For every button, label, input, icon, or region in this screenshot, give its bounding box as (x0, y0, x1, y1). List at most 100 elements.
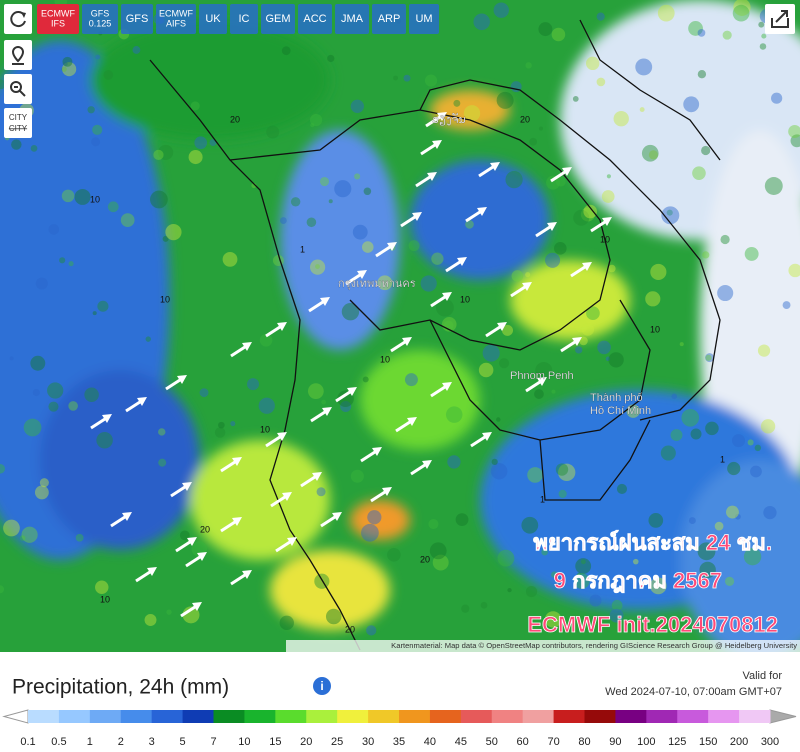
texture-dot (435, 298, 454, 317)
texture-dot (190, 101, 200, 111)
wind-arrow-head (347, 387, 357, 396)
texture-dot (544, 611, 562, 628)
scale-swatch (739, 710, 771, 723)
texture-dot (635, 58, 653, 76)
wind-arrow-head (357, 270, 367, 279)
texture-dot (48, 401, 59, 412)
scale-swatch (151, 710, 184, 723)
scale-swatch (244, 710, 276, 723)
contour-label: 10 (90, 194, 100, 204)
scale-label: 40 (424, 736, 436, 748)
texture-dot (150, 190, 168, 209)
model-button[interactable] (409, 4, 439, 34)
scale-label: 300 (761, 736, 779, 748)
texture-dot (247, 378, 260, 391)
zoom-button[interactable] (4, 74, 32, 104)
model-button[interactable] (156, 4, 196, 34)
texture-dot (165, 224, 182, 241)
model-button[interactable] (37, 4, 79, 34)
attribution: Kartenmaterial: Map data © OpenStreetMap… (391, 641, 797, 650)
texture-dot (555, 463, 569, 476)
wind-arrow-head (147, 567, 157, 576)
model-button[interactable] (199, 4, 227, 34)
contour-label: 20 (345, 624, 355, 634)
wind-arrow-head (242, 342, 252, 351)
texture-dot (699, 561, 716, 579)
wind-arrow-head (497, 322, 507, 331)
texture-dot (511, 270, 524, 282)
scale-label: 20 (300, 736, 312, 748)
place-labels: ວຽງຈັນ กรุงเทพมหานคร Phnom Penh Thành phốHồ… (338, 111, 652, 417)
model-button[interactable] (230, 4, 258, 34)
contour-label: 10 (160, 294, 170, 304)
wind-arrow-head (412, 212, 422, 221)
texture-dot (714, 521, 724, 531)
texture-dot (572, 96, 579, 102)
texture-dot (505, 171, 523, 189)
texture-dot (744, 246, 759, 261)
wind-arrow-head (407, 417, 417, 426)
texture-dot (431, 252, 444, 265)
model-button[interactable] (121, 4, 153, 34)
texture-dot (580, 207, 595, 222)
texture-dot (726, 505, 739, 519)
texture-dot (760, 419, 776, 434)
scale-label: 125 (668, 736, 686, 748)
place-label: Thành phố (590, 392, 643, 404)
texture-dot (96, 431, 113, 449)
texture-dot (428, 518, 439, 530)
model-label: GEM (265, 13, 290, 25)
texture-dot (321, 399, 326, 405)
texture-dot (788, 263, 800, 278)
texture-dot (361, 523, 379, 542)
texture-dot (68, 261, 74, 267)
texture-dot (648, 150, 659, 160)
texture-dot (341, 303, 360, 321)
texture-dot (393, 75, 399, 81)
model-button[interactable] (372, 4, 406, 34)
model-button[interactable] (261, 4, 295, 34)
wind-arrow-head (422, 460, 432, 469)
map[interactable]: 10 10 20 10 1 10 20 10 1 10 20 10 20 1 10 20 ວຽງຈັນ กรุง… (0, 0, 800, 660)
scale-swatch (368, 710, 400, 723)
texture-dot (87, 106, 95, 114)
contour-label: 1 (720, 454, 725, 464)
texture-dot (608, 264, 616, 273)
texture-dot (307, 383, 324, 400)
texture-dot (429, 542, 447, 560)
reload-button[interactable] (4, 4, 32, 34)
wind-arrow-head (402, 337, 412, 346)
texture-dot (574, 319, 588, 333)
texture-dot (683, 96, 700, 113)
scale-swatch (28, 710, 60, 723)
texture-dot (555, 176, 566, 187)
texture-dot (95, 580, 109, 594)
wind-arrow-head (537, 377, 547, 386)
info-button[interactable] (313, 677, 331, 695)
scale-label: 150 (699, 736, 717, 748)
model-label: ARP (378, 13, 401, 25)
model-button[interactable] (335, 4, 369, 34)
texture-dot (39, 478, 49, 488)
texture-dot (166, 609, 172, 615)
location-button[interactable] (4, 40, 32, 70)
texture-dot (586, 56, 600, 71)
texture-dot (596, 12, 605, 21)
precip-field (0, 0, 800, 652)
texture-dot (218, 421, 225, 429)
wind-arrow-head (490, 162, 500, 171)
texture-dot (525, 272, 531, 278)
model-button[interactable] (82, 4, 118, 34)
texture-dot (575, 346, 583, 354)
texture-dot (319, 176, 330, 187)
model-label: IC (239, 13, 250, 25)
texture-dot (222, 251, 238, 267)
texture-dot (754, 444, 762, 452)
texture-dot (743, 547, 762, 566)
texture-dot (697, 70, 707, 79)
model-button[interactable] (298, 4, 332, 34)
texture-dot (230, 420, 236, 427)
texture-dot (534, 389, 544, 399)
texture-dot (447, 455, 461, 469)
city-button[interactable] (4, 108, 32, 138)
